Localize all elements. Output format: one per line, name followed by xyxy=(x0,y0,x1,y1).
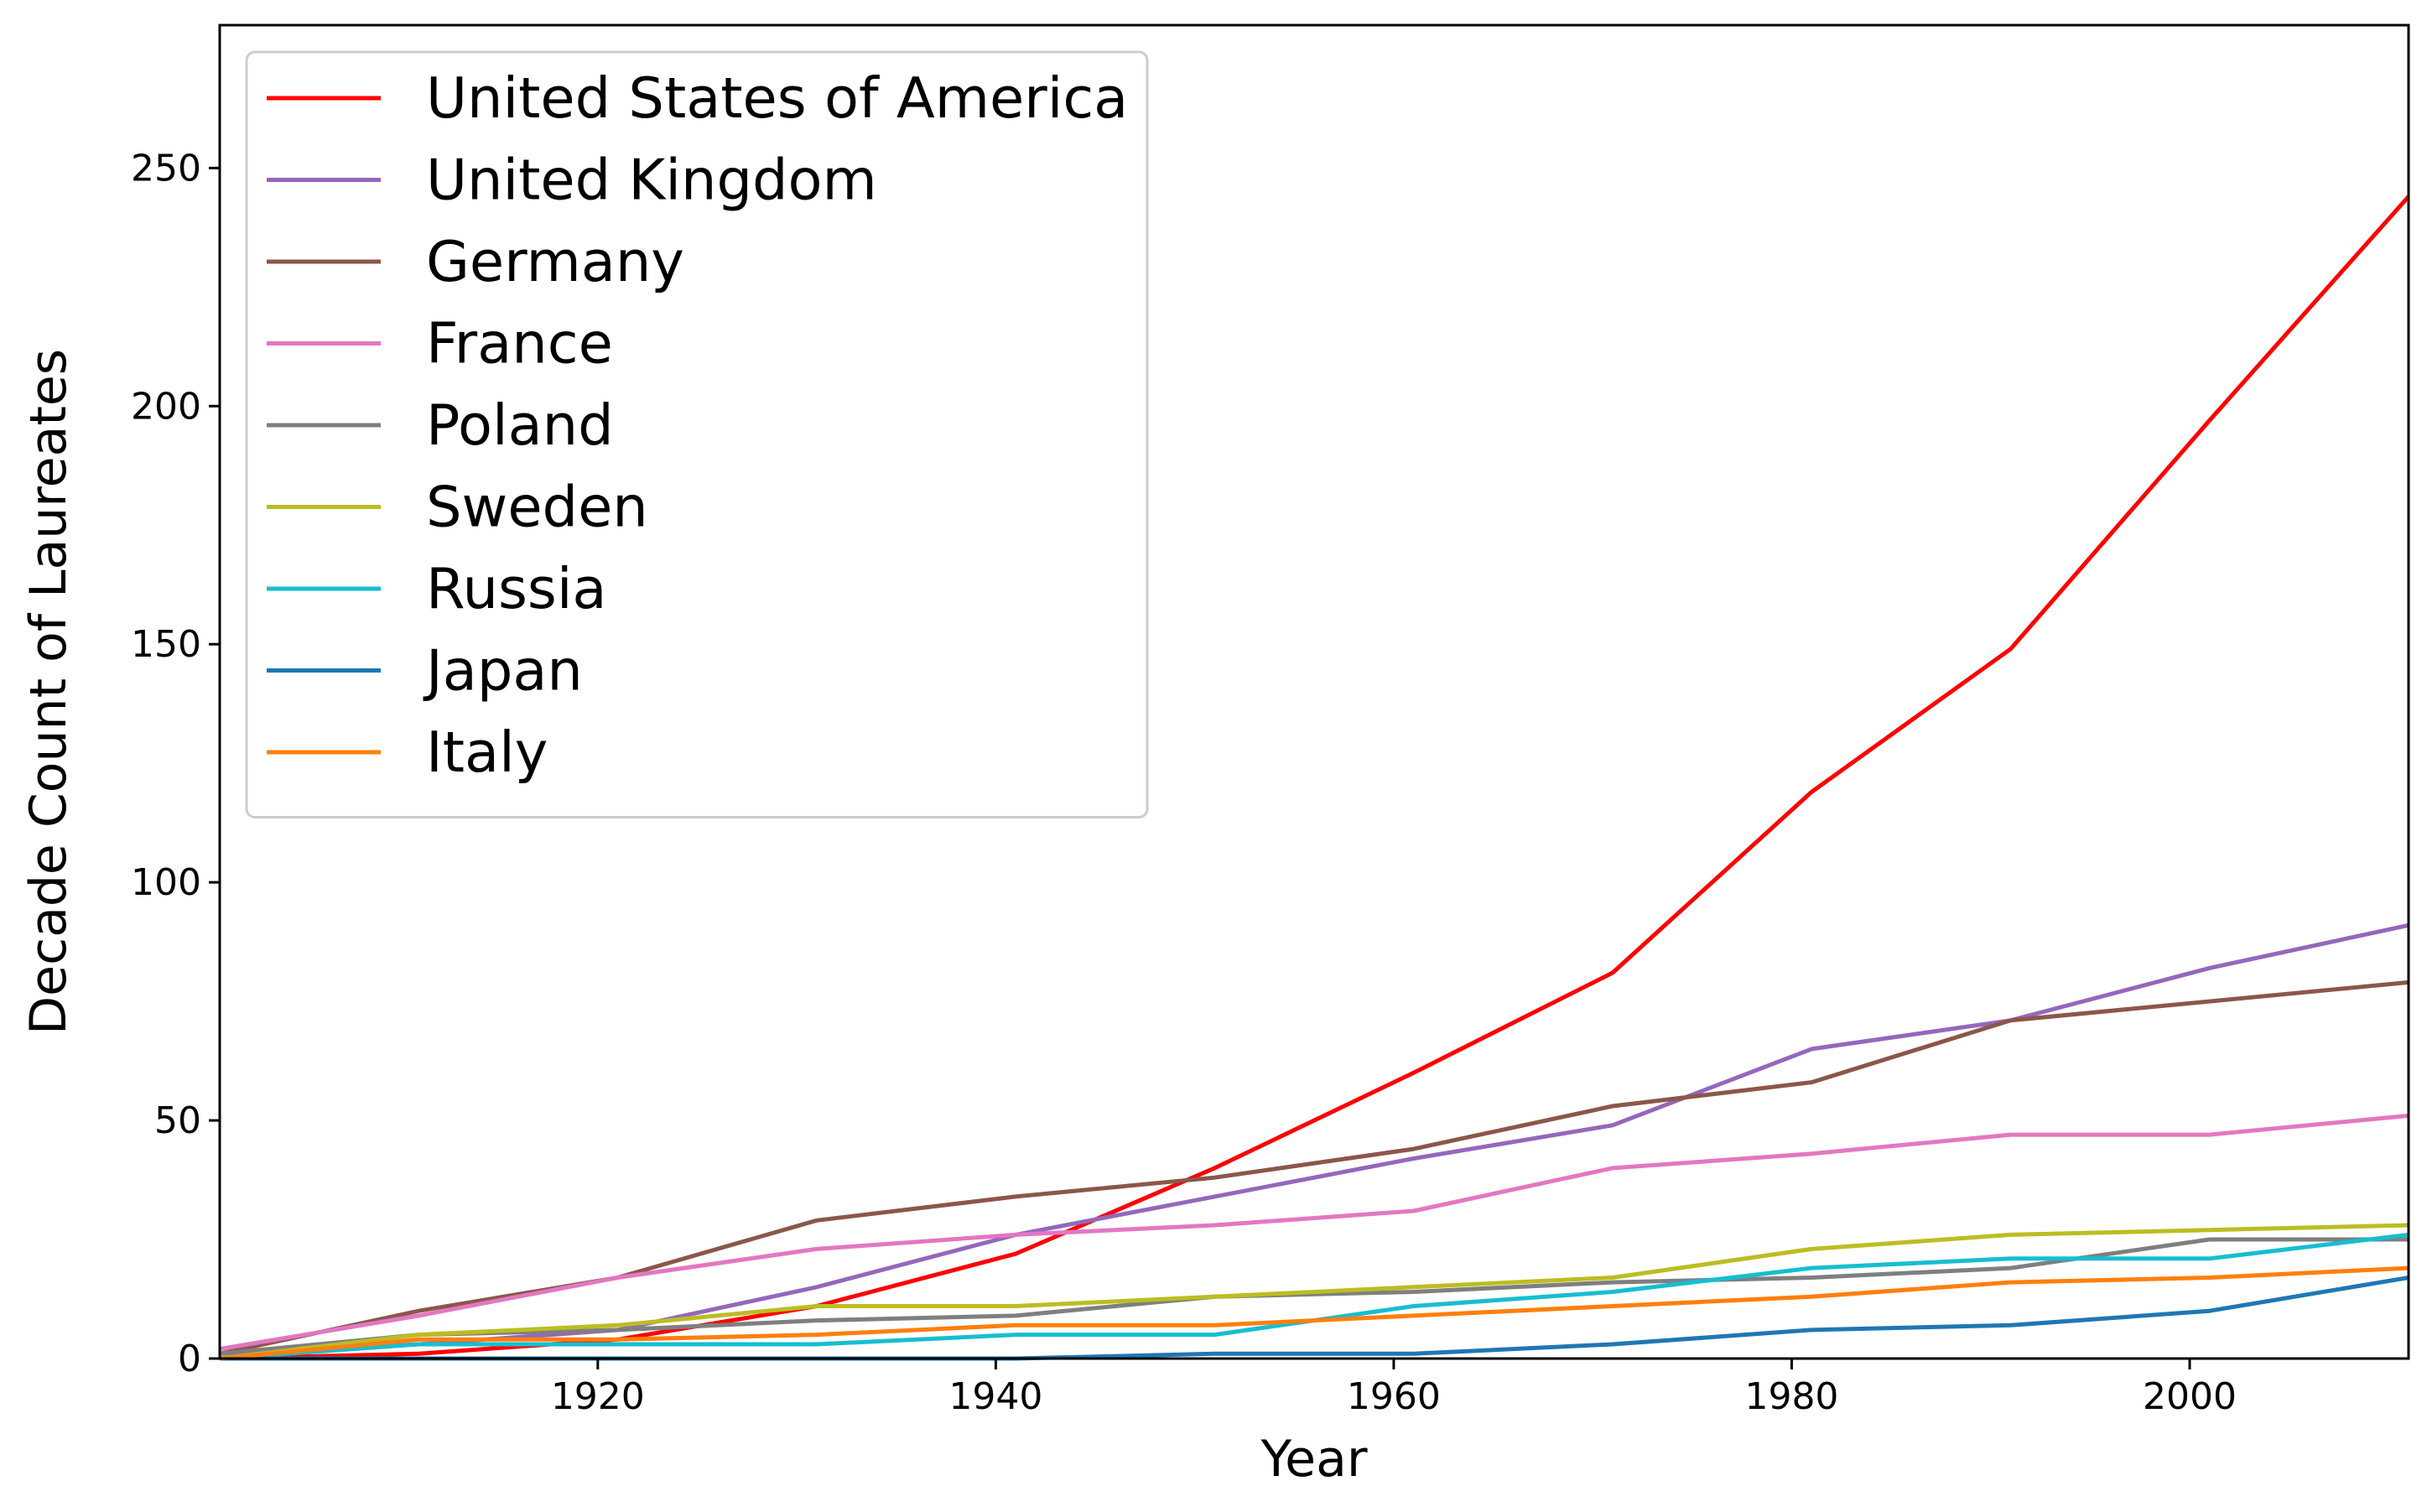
legend-label-united-states-of-america: United States of America xyxy=(426,65,1128,131)
legend-box xyxy=(245,50,1149,818)
legend-label-united-kingdom: United Kingdom xyxy=(426,148,877,213)
y-tick-label: 200 xyxy=(131,385,201,428)
y-axis: 0 50 100 150 200 250 xyxy=(131,147,220,1380)
legend-label-germany: Germany xyxy=(426,229,684,294)
y-tick-label: 0 xyxy=(178,1338,201,1380)
legend-label-japan: Japan xyxy=(423,638,583,704)
x-tick-label: 1940 xyxy=(948,1375,1042,1418)
y-axis-title: Decade Count of Laureates xyxy=(19,349,78,1035)
y-tick-label: 250 xyxy=(131,147,201,190)
legend-label-france: France xyxy=(426,311,613,377)
series-line-italy xyxy=(219,1265,2409,1361)
legend-label-sweden: Sweden xyxy=(426,475,648,540)
y-tick-label: 50 xyxy=(154,1099,201,1142)
legend: United States of America United Kingdom Ge… xyxy=(245,50,1149,818)
x-axis-title: Year xyxy=(1260,1430,1367,1489)
series-line-poland xyxy=(219,1237,2409,1356)
x-tick-label: 2000 xyxy=(2143,1375,2237,1418)
x-tick-label: 1960 xyxy=(1347,1375,1441,1418)
y-tick-label: 100 xyxy=(131,861,201,904)
legend-label-italy: Italy xyxy=(426,720,548,785)
series-line-france xyxy=(219,1113,2409,1352)
series-line-united-states-of-america xyxy=(219,195,2410,1361)
x-tick-label: 1980 xyxy=(1744,1375,1838,1418)
legend-label-russia: Russia xyxy=(426,556,607,621)
series-line-sweden xyxy=(219,1223,2409,1361)
x-axis: 1920 1940 1960 1980 2000 xyxy=(551,1359,2237,1418)
plot-frame xyxy=(218,23,2410,1360)
legend-label-poland: Poland xyxy=(426,392,614,458)
x-tick-label: 1920 xyxy=(551,1375,645,1418)
y-tick-label: 150 xyxy=(131,623,201,666)
